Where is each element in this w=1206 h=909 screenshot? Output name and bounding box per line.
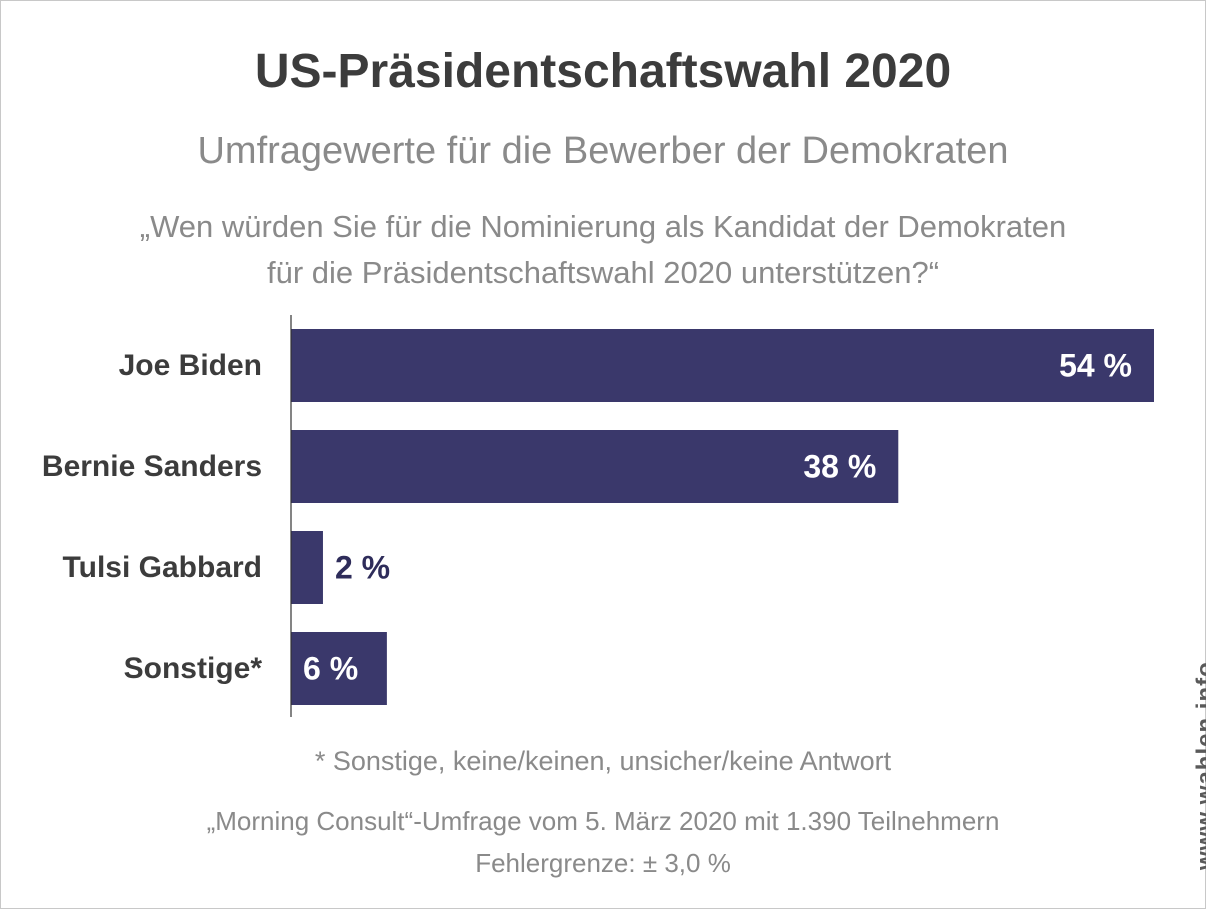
category-label: Bernie Sanders <box>42 450 262 483</box>
value-label: 38 % <box>803 449 876 485</box>
survey-question-line-2: für die Präsidentschaftswahl 2020 unters… <box>266 255 940 290</box>
category-label: Joe Biden <box>119 349 262 382</box>
bar <box>291 531 323 604</box>
footnote: * Sonstige, keine/keinen, unsicher/keine… <box>314 746 892 776</box>
chart-subtitle: Umfragewerte für die Bewerber der Demokr… <box>197 130 1009 172</box>
bar <box>291 329 1154 402</box>
category-label: Sonstige* <box>124 652 263 685</box>
source-note: „Morning Consult“-Umfrage vom 5. März 20… <box>0 800 1206 884</box>
bar <box>291 632 387 705</box>
value-label: 6 % <box>303 651 358 687</box>
value-label: 2 % <box>335 550 390 586</box>
category-label: Tulsi Gabbard <box>63 551 262 584</box>
brand-watermark: www.wahlen.info <box>1192 661 1206 870</box>
bar <box>291 430 899 503</box>
survey-question-line-1: „Wen würden Sie für die Nominierung als … <box>139 209 1067 244</box>
source-line-1: „Morning Consult“-Umfrage vom 5. März 20… <box>206 806 1000 836</box>
survey-question: „Wen würden Sie für die Nominierung als … <box>0 204 1206 296</box>
source-line-2: Fehlergrenze: ± 3,0 % <box>475 848 731 878</box>
value-label: 54 % <box>1059 348 1132 384</box>
chart-title: US-Präsidentschaftswahl 2020 <box>254 45 952 98</box>
bar-chart: Joe Biden 54 % Bernie Sanders 38 % Tulsi Gab… <box>42 315 1154 717</box>
